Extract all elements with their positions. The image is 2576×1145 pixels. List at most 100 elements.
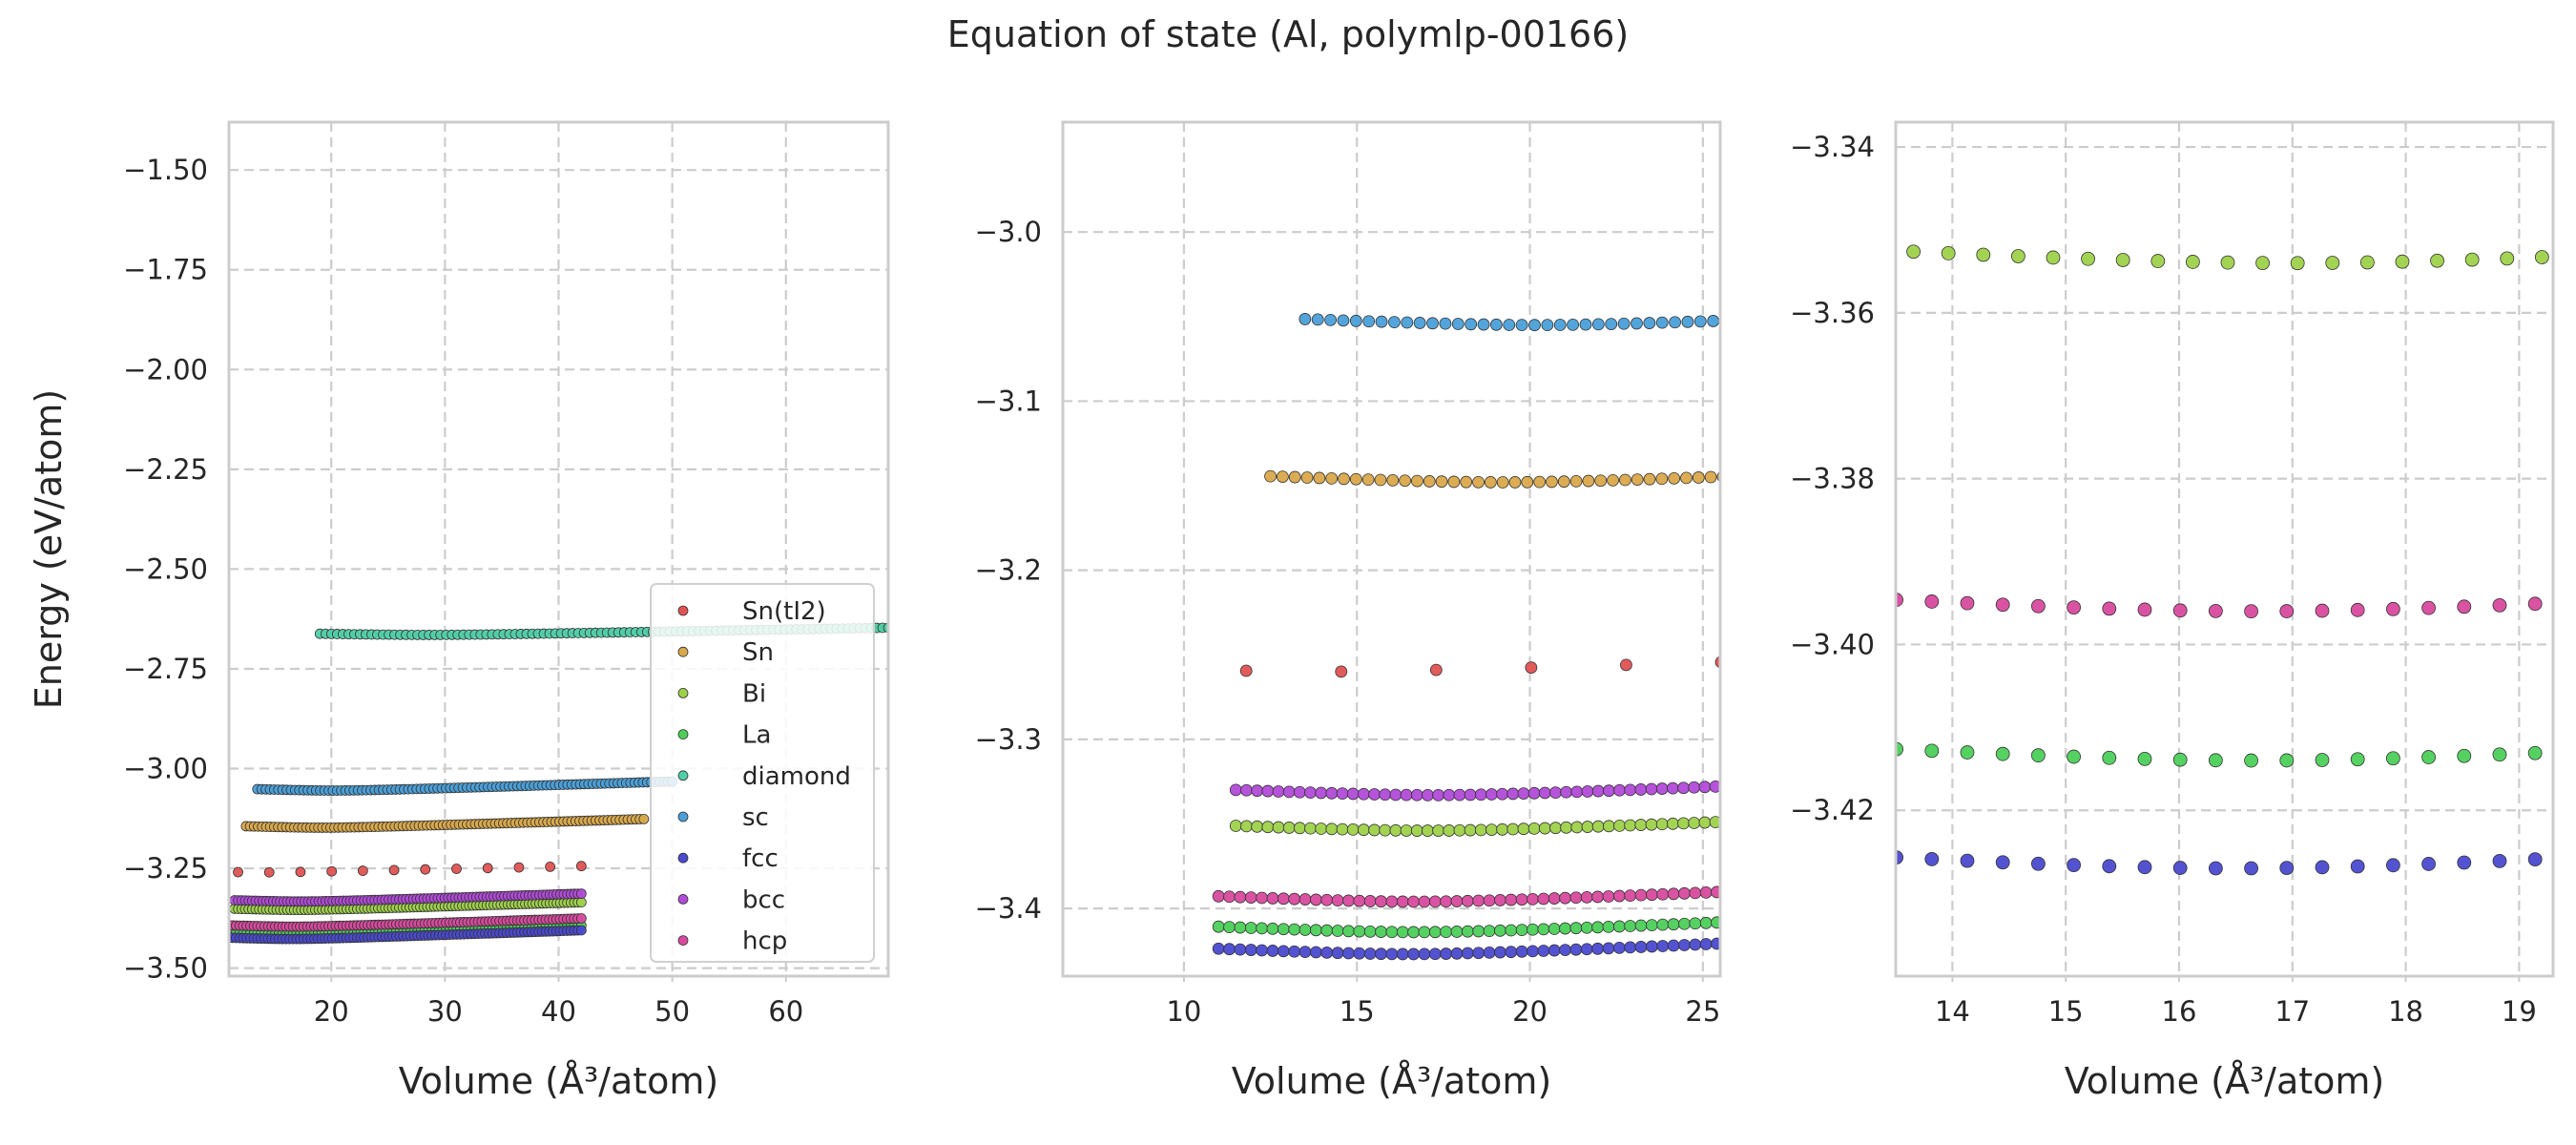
data-point [1353, 947, 1366, 960]
data-point [1293, 822, 1306, 835]
data-point [2492, 597, 2507, 613]
data-point [1655, 472, 1669, 486]
data-point [1474, 823, 1487, 837]
legend-marker [677, 646, 689, 657]
y-tick-label: −3.2 [975, 554, 1042, 587]
data-point [1349, 314, 1362, 327]
data-point [1569, 922, 1583, 935]
data-point [1505, 946, 1518, 959]
data-point [1515, 924, 1528, 937]
data-point [1428, 895, 1442, 908]
data-point [1212, 920, 1225, 933]
data-point [482, 863, 493, 874]
data-point [1464, 823, 1477, 837]
data-point [1731, 816, 1742, 827]
data-point [1602, 820, 1615, 833]
data-point [2360, 82, 2374, 95]
data-point [1837, 241, 1850, 255]
y-tick-label: −2.25 [123, 453, 208, 486]
data-point [1439, 317, 1452, 330]
data-point [1298, 893, 1312, 906]
data-point [1538, 786, 1551, 800]
data-point [1396, 895, 1409, 908]
data-point [1396, 926, 1409, 939]
x-axis-label: Volume (Å³/atom) [399, 1060, 719, 1102]
data-point [1453, 788, 1466, 802]
data-point [1298, 924, 1312, 936]
x-tick-label: 20 [314, 995, 349, 1028]
data-point [1655, 782, 1669, 795]
data-point [1541, 319, 1554, 332]
data-point [1591, 820, 1605, 833]
data-point [2244, 604, 2258, 619]
data-point [2208, 861, 2223, 876]
data-point [1368, 823, 1381, 837]
data-point [1401, 316, 1414, 329]
data-point [2500, 251, 2515, 266]
data-point [2011, 74, 2025, 88]
data-point [1450, 895, 1464, 907]
data-point [1342, 894, 1355, 907]
data-point [1461, 925, 1474, 938]
data-point [1634, 941, 1648, 953]
data-point [1212, 942, 1225, 955]
data-point [1505, 893, 1518, 906]
data-point [1223, 921, 1236, 934]
data-point [1361, 473, 1375, 487]
data-point [1719, 318, 1720, 323]
data-point [1688, 817, 1701, 829]
data-point [1399, 474, 1412, 488]
legend-label: sc [742, 803, 769, 832]
data-point [2564, 745, 2576, 759]
data-point [1428, 926, 1442, 939]
data-point [1730, 470, 1741, 482]
data-point [2208, 603, 2223, 618]
data-point [1432, 788, 1444, 802]
data-point [1783, 588, 1797, 601]
data-point [326, 865, 338, 877]
data-point [1212, 889, 1225, 903]
data-point [1719, 784, 1720, 788]
data-point [1631, 317, 1643, 330]
legend-marker [677, 935, 689, 946]
data-point [1681, 315, 1694, 328]
data-point [2172, 603, 2188, 618]
data-point [1688, 781, 1701, 794]
data-point [1699, 885, 1713, 899]
data-point [1722, 938, 1734, 949]
data-point [1266, 945, 1279, 957]
data-point [2350, 602, 2365, 617]
data-point [1704, 470, 1717, 484]
data-point [1472, 475, 1485, 489]
data-point [1423, 475, 1436, 488]
series-Bi [229, 897, 587, 915]
data-point [2315, 860, 2330, 875]
data-point [1389, 823, 1402, 837]
data-point [2082, 77, 2095, 91]
y-tick-label: −2.50 [123, 552, 208, 585]
data-point [2291, 82, 2304, 95]
data-point [1783, 737, 1797, 750]
data-point [1677, 781, 1690, 795]
data-point [1977, 73, 1990, 86]
y-tick-label: −3.40 [1790, 628, 1875, 660]
data-point [1976, 247, 1991, 262]
data-point [1229, 783, 1242, 797]
legend-label: Sn [742, 638, 774, 667]
data-point [513, 862, 525, 873]
data-point [1374, 473, 1387, 487]
data-point [1678, 939, 1691, 951]
data-point [2255, 256, 2270, 270]
data-point [638, 813, 650, 824]
x-axis-label: Volume (Å³/atom) [1232, 1060, 1552, 1102]
data-point [1461, 894, 1474, 907]
series-Bi [1229, 816, 1742, 837]
data-point [1634, 783, 1648, 796]
data-point [1711, 937, 1720, 950]
data-point [2221, 81, 2234, 94]
data-point [1570, 821, 1584, 834]
figure-title: Equation of state (Al, polymlp-00166) [946, 13, 1630, 55]
data-point [2172, 861, 2188, 875]
data-point [1368, 788, 1381, 801]
data-point [1400, 824, 1413, 837]
